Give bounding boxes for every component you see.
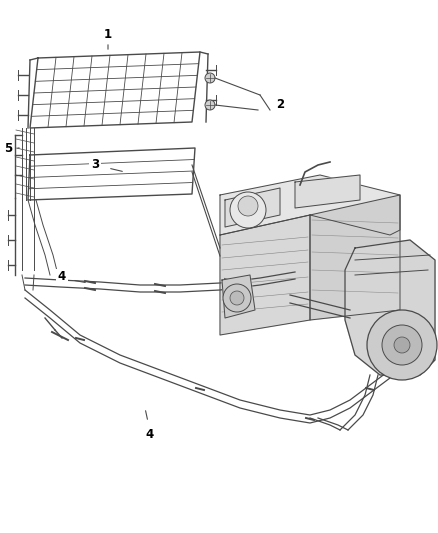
Text: 3: 3 xyxy=(91,157,99,171)
Text: 5: 5 xyxy=(4,141,12,155)
Text: 4: 4 xyxy=(146,427,154,440)
Circle shape xyxy=(205,100,215,110)
Circle shape xyxy=(230,192,266,228)
Polygon shape xyxy=(225,188,280,227)
Circle shape xyxy=(205,73,215,83)
Circle shape xyxy=(238,196,258,216)
Polygon shape xyxy=(295,175,360,208)
Circle shape xyxy=(230,291,244,305)
Text: 1: 1 xyxy=(104,28,112,41)
Polygon shape xyxy=(220,175,400,235)
Circle shape xyxy=(223,284,251,312)
Polygon shape xyxy=(310,195,400,320)
Circle shape xyxy=(394,337,410,353)
Text: 2: 2 xyxy=(276,98,284,110)
Polygon shape xyxy=(222,275,255,318)
Text: 4: 4 xyxy=(58,271,66,284)
Polygon shape xyxy=(345,240,435,375)
Polygon shape xyxy=(220,215,310,335)
Circle shape xyxy=(367,310,437,380)
Circle shape xyxy=(382,325,422,365)
